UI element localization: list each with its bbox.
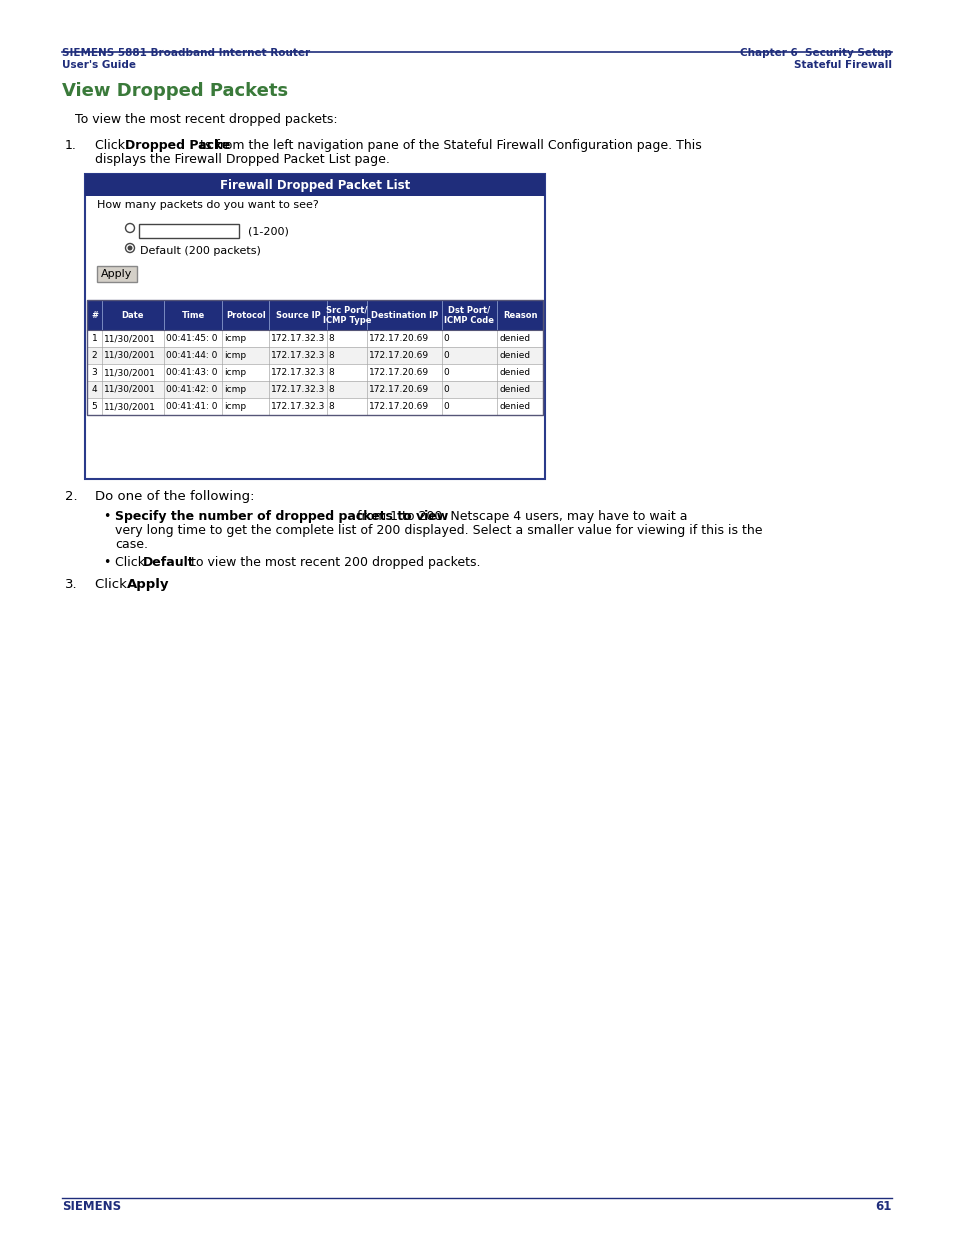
- Text: 172.17.32.3: 172.17.32.3: [271, 403, 325, 411]
- Text: 0: 0: [443, 385, 449, 394]
- Text: Dst Port/
ICMP Code: Dst Port/ ICMP Code: [444, 305, 494, 325]
- Text: 172.17.32.3: 172.17.32.3: [271, 385, 325, 394]
- Text: Destination IP: Destination IP: [371, 310, 437, 320]
- Bar: [87, 364, 542, 382]
- Text: 11/30/2001: 11/30/2001: [104, 351, 155, 359]
- Text: 0: 0: [443, 368, 449, 377]
- Text: Specify the number of dropped packets to view: Specify the number of dropped packets to…: [115, 510, 448, 522]
- Text: SIEMENS 5881 Broadband Internet Router: SIEMENS 5881 Broadband Internet Router: [62, 48, 310, 58]
- Text: icmp: icmp: [224, 368, 246, 377]
- Text: ts from the left navigation pane of the Stateful Firewall Configuration page. Th: ts from the left navigation pane of the …: [200, 140, 701, 152]
- Text: •: •: [103, 556, 111, 569]
- Text: Source IP: Source IP: [275, 310, 320, 320]
- Bar: [97, 266, 137, 282]
- Text: from 1 to 200. Netscape 4 users, may have to wait a: from 1 to 200. Netscape 4 users, may hav…: [353, 510, 687, 522]
- Text: 8: 8: [329, 368, 335, 377]
- Bar: [87, 382, 542, 398]
- Text: 00:41:42: 0: 00:41:42: 0: [166, 385, 217, 394]
- Bar: [87, 330, 542, 347]
- Text: Dropped Packe: Dropped Packe: [125, 140, 230, 152]
- Text: 11/30/2001: 11/30/2001: [104, 368, 155, 377]
- Text: •: •: [103, 510, 111, 522]
- Bar: [87, 300, 542, 330]
- Text: 1: 1: [91, 333, 97, 343]
- Text: 172.17.20.69: 172.17.20.69: [369, 385, 429, 394]
- Bar: [87, 347, 542, 364]
- Text: 8: 8: [329, 403, 335, 411]
- Text: Chapter 6  Security Setup: Chapter 6 Security Setup: [740, 48, 891, 58]
- Bar: [87, 300, 542, 415]
- Text: Apply: Apply: [127, 578, 170, 592]
- Text: 00:41:45: 0: 00:41:45: 0: [166, 333, 217, 343]
- Text: 5: 5: [91, 403, 97, 411]
- Text: 8: 8: [329, 351, 335, 359]
- Bar: [85, 174, 544, 479]
- Text: 61: 61: [875, 1200, 891, 1213]
- Text: 00:41:44: 0: 00:41:44: 0: [166, 351, 217, 359]
- Text: Stateful Firewall: Stateful Firewall: [793, 61, 891, 70]
- Text: Apply: Apply: [101, 269, 132, 279]
- Text: Date: Date: [121, 310, 144, 320]
- Text: denied: denied: [498, 351, 530, 359]
- Text: icmp: icmp: [224, 403, 246, 411]
- Text: Click: Click: [115, 556, 149, 569]
- Text: icmp: icmp: [224, 333, 246, 343]
- Text: Firewall Dropped Packet List: Firewall Dropped Packet List: [219, 179, 410, 191]
- Text: icmp: icmp: [224, 351, 246, 359]
- Text: denied: denied: [498, 403, 530, 411]
- Text: 0: 0: [443, 403, 449, 411]
- Text: 172.17.32.3: 172.17.32.3: [271, 351, 325, 359]
- Text: To view the most recent dropped packets:: To view the most recent dropped packets:: [75, 112, 337, 126]
- Text: 3: 3: [91, 368, 97, 377]
- Text: icmp: icmp: [224, 385, 246, 394]
- Text: 2: 2: [91, 351, 97, 359]
- Text: displays the Firewall Dropped Packet List page.: displays the Firewall Dropped Packet Lis…: [95, 153, 390, 165]
- Text: 11/30/2001: 11/30/2001: [104, 385, 155, 394]
- Text: 4: 4: [91, 385, 97, 394]
- Text: 172.17.20.69: 172.17.20.69: [369, 333, 429, 343]
- Text: 11/30/2001: 11/30/2001: [104, 403, 155, 411]
- Text: Reason: Reason: [502, 310, 537, 320]
- Text: 00:41:41: 0: 00:41:41: 0: [166, 403, 217, 411]
- Text: Default: Default: [143, 556, 194, 569]
- Text: 172.17.20.69: 172.17.20.69: [369, 351, 429, 359]
- Text: very long time to get the complete list of 200 displayed. Select a smaller value: very long time to get the complete list …: [115, 524, 761, 537]
- Text: 00:41:43: 0: 00:41:43: 0: [166, 368, 217, 377]
- Text: Src Port/
ICMP Type: Src Port/ ICMP Type: [322, 305, 371, 325]
- Text: 11/30/2001: 11/30/2001: [104, 333, 155, 343]
- Bar: [85, 174, 544, 196]
- Circle shape: [128, 246, 132, 251]
- Text: denied: denied: [498, 333, 530, 343]
- Text: 8: 8: [329, 385, 335, 394]
- Text: denied: denied: [498, 368, 530, 377]
- Text: User's Guide: User's Guide: [62, 61, 136, 70]
- Text: Click: Click: [95, 140, 129, 152]
- Text: case.: case.: [115, 538, 148, 551]
- Text: Time: Time: [181, 310, 205, 320]
- Text: Do one of the following:: Do one of the following:: [95, 490, 254, 503]
- Text: 172.17.32.3: 172.17.32.3: [271, 333, 325, 343]
- Text: Click: Click: [95, 578, 131, 592]
- Text: 172.17.20.69: 172.17.20.69: [369, 368, 429, 377]
- Text: 3.: 3.: [65, 578, 77, 592]
- Bar: [139, 224, 239, 238]
- Text: 2.: 2.: [65, 490, 77, 503]
- Text: 172.17.32.3: 172.17.32.3: [271, 368, 325, 377]
- Text: 0: 0: [443, 333, 449, 343]
- Text: Default (200 packets): Default (200 packets): [140, 246, 260, 256]
- Text: .: .: [163, 578, 167, 592]
- Text: 172.17.20.69: 172.17.20.69: [369, 403, 429, 411]
- Text: 8: 8: [329, 333, 335, 343]
- Text: to view the most recent 200 dropped packets.: to view the most recent 200 dropped pack…: [187, 556, 480, 569]
- Text: 1.: 1.: [65, 140, 77, 152]
- Text: 0: 0: [443, 351, 449, 359]
- Text: #: #: [91, 310, 98, 320]
- Text: View Dropped Packets: View Dropped Packets: [62, 82, 288, 100]
- Text: SIEMENS: SIEMENS: [62, 1200, 121, 1213]
- Text: (1-200): (1-200): [248, 226, 289, 236]
- Text: How many packets do you want to see?: How many packets do you want to see?: [97, 200, 318, 210]
- Text: denied: denied: [498, 385, 530, 394]
- Bar: [87, 398, 542, 415]
- Text: Protocol: Protocol: [226, 310, 265, 320]
